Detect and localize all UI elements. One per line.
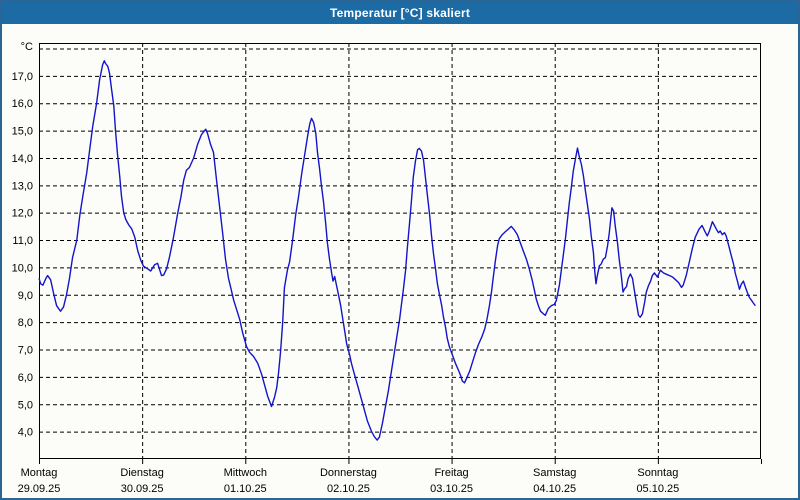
x-axis-date-label: 29.09.25 xyxy=(18,483,61,495)
x-axis-day-label: Freitag xyxy=(434,467,468,479)
y-tick-label: 8,0 xyxy=(18,317,33,329)
x-axis-day-label: Dienstag xyxy=(120,467,163,479)
x-axis-date-label: 05.10.25 xyxy=(636,483,679,495)
y-tick-label: 17,0 xyxy=(12,71,33,83)
x-axis-day-label: Montag xyxy=(21,467,58,479)
y-tick-label: 9,0 xyxy=(18,290,33,302)
horizontal-gridlines xyxy=(39,48,761,433)
x-axis-day-label: Samstag xyxy=(533,467,576,479)
y-tick-label: 16,0 xyxy=(12,98,33,110)
y-tick-label: 11,0 xyxy=(12,235,33,247)
temperature-line-chart: 4,0 5,0 6,0 7,0 8,0 9,0 10,0 11,0 12,0 13,0 14,0 15… xyxy=(12,41,762,495)
plot-border xyxy=(39,43,761,459)
x-axis-labels: Montag 29.09.25 Dienstag 30.09.25 Mittwoch 01… xyxy=(18,467,680,495)
y-tick-label: 5,0 xyxy=(18,399,33,411)
x-axis-date-label: 04.10.25 xyxy=(533,483,576,495)
y-axis-labels: 4,0 5,0 6,0 7,0 8,0 9,0 10,0 11,0 12,0 13,0 14,0 15… xyxy=(12,41,33,439)
x-axis-day-label: Mittwoch xyxy=(224,467,267,479)
y-tick-label: 7,0 xyxy=(18,345,33,357)
y-tick-label: 4,0 xyxy=(18,427,33,439)
title-bar: Temperatur [°C] skaliert xyxy=(2,2,798,24)
y-tick-label: 13,0 xyxy=(12,180,33,192)
y-tick-label: 12,0 xyxy=(12,208,33,220)
y-tick-label: 14,0 xyxy=(12,153,33,165)
y-axis-unit-label: °C xyxy=(21,41,33,53)
x-axis-date-label: 02.10.25 xyxy=(327,483,370,495)
window-title: Temperatur [°C] skaliert xyxy=(329,6,471,20)
y-tick-label: 6,0 xyxy=(18,372,33,384)
temperature-line xyxy=(38,60,756,441)
x-axis-date-label: 30.09.25 xyxy=(121,483,164,495)
x-axis-date-label: 01.10.25 xyxy=(224,483,267,495)
chart-region: 4,0 5,0 6,0 7,0 8,0 9,0 10,0 11,0 12,0 13,0 14,0 15… xyxy=(2,24,798,498)
x-axis-ticks xyxy=(39,459,762,464)
x-axis-day-label: Sonntag xyxy=(637,467,678,479)
vertical-gridlines xyxy=(142,43,659,459)
x-axis-day-label: Donnerstag xyxy=(320,467,377,479)
x-axis-date-label: 03.10.25 xyxy=(430,483,473,495)
y-tick-label: 10,0 xyxy=(12,262,33,274)
y-tick-label: 15,0 xyxy=(12,126,33,138)
